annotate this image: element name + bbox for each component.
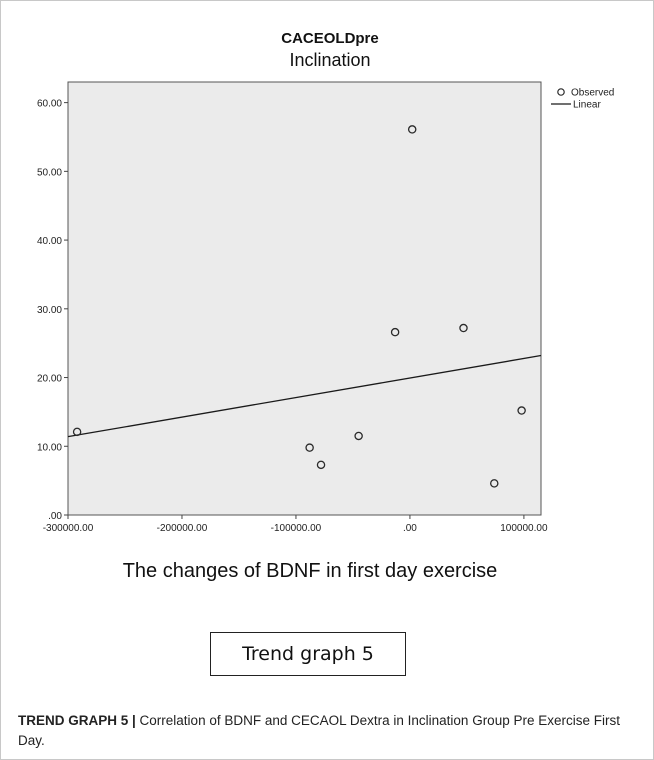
chart-title: CACEOLDpre xyxy=(281,30,379,47)
observed-point xyxy=(459,323,468,333)
caption-text: Correlation of BDNF and CECAOL Dextra in… xyxy=(18,713,620,748)
chart-subtitle: Inclination xyxy=(289,50,371,70)
y-tick-label: .00 xyxy=(48,511,62,522)
caption-head: TREND GRAPH 5 | xyxy=(18,713,136,728)
legend-observed-marker xyxy=(557,88,565,96)
x-tick-label: -100000.00 xyxy=(271,523,322,534)
linear-fit-line xyxy=(67,354,542,438)
observed-point xyxy=(407,125,417,134)
observed-point xyxy=(305,443,314,452)
y-tick-label: 50.00 xyxy=(37,167,62,178)
y-tick-label: 40.00 xyxy=(37,236,62,247)
observed-point xyxy=(390,327,400,337)
legend-linear-label: Linear xyxy=(573,100,601,111)
figure-caption: TREND GRAPH 5 | Correlation of BDNF and … xyxy=(18,711,643,751)
observed-point xyxy=(354,431,363,441)
y-tick-label: 60.00 xyxy=(37,99,62,110)
y-tick-label: 30.00 xyxy=(37,305,62,316)
y-tick-label: 20.00 xyxy=(37,374,62,385)
y-tick-label: 10.00 xyxy=(37,442,62,453)
x-tick-label: -200000.00 xyxy=(157,523,208,534)
plot-area xyxy=(67,81,542,516)
observed-point xyxy=(316,460,326,470)
legend-observed-label: Observed xyxy=(571,88,614,99)
scatter-chart: .00 10.00 20.00 30.00 40.00 50.00 60.00 -300000… xyxy=(37,81,614,534)
x-axis-label: The changes of BDNF in first day exercis… xyxy=(122,560,498,582)
x-tick-label: 100000.00 xyxy=(500,523,548,534)
trend-graph-label-box: Trend graph 5 xyxy=(210,632,406,676)
observed-point xyxy=(490,479,499,488)
x-tick-label: -300000.00 xyxy=(43,523,94,534)
x-tick-label: .00 xyxy=(403,523,417,534)
observed-point xyxy=(72,427,82,437)
observed-point xyxy=(517,406,526,415)
